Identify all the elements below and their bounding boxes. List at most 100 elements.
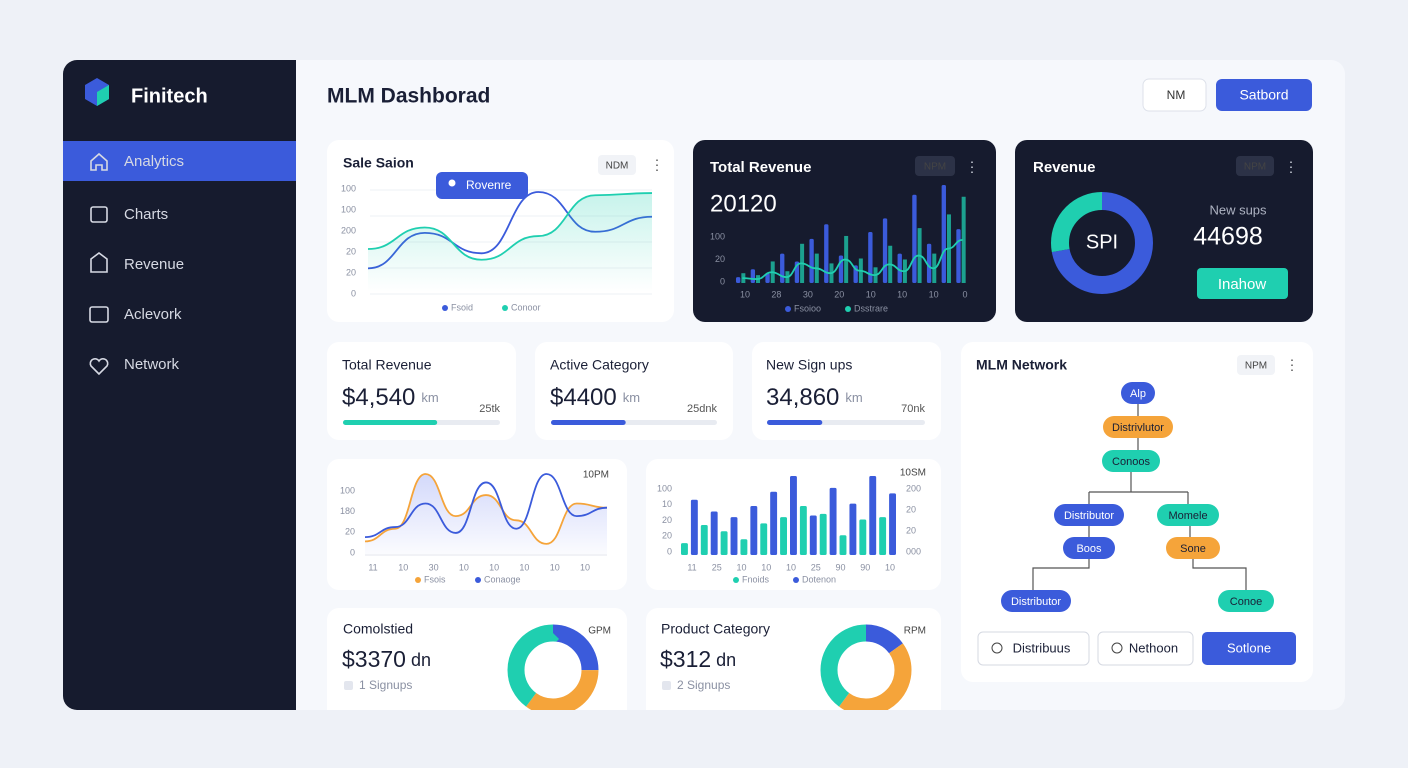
line bbox=[367, 192, 653, 261]
bar bbox=[819, 513, 827, 555]
tick-label: 20 bbox=[662, 515, 672, 525]
nav-item[interactable]: Network bbox=[124, 356, 180, 373]
donut-segment bbox=[820, 624, 912, 710]
progress-fill bbox=[343, 420, 438, 425]
tick-label: 10 bbox=[398, 562, 408, 572]
legend-dot bbox=[442, 305, 448, 311]
button-label[interactable]: Inahow bbox=[1218, 276, 1267, 293]
tick-label: 90 bbox=[835, 562, 845, 572]
tick-label: 0 bbox=[720, 276, 725, 286]
button[interactable] bbox=[977, 631, 1090, 666]
button-icon[interactable] bbox=[991, 642, 1003, 654]
nav-item[interactable]: Revenue bbox=[124, 256, 184, 273]
card-title: Sale Saion bbox=[343, 155, 414, 171]
button-label[interactable]: NM bbox=[1167, 88, 1186, 102]
tick-label: 25 bbox=[811, 562, 821, 572]
nav-item[interactable]: Charts bbox=[124, 206, 168, 223]
tick-label: 10 bbox=[761, 562, 771, 572]
menu[interactable]: ⋮ bbox=[650, 157, 664, 173]
badge-label: NPM bbox=[1245, 361, 1267, 372]
bar bbox=[770, 491, 778, 555]
node bbox=[1166, 537, 1220, 559]
tick-label: 0 bbox=[351, 288, 356, 298]
menu[interactable]: ⋮ bbox=[965, 159, 979, 175]
menu[interactable]: ⋮ bbox=[1284, 159, 1298, 175]
value-number: $312 bbox=[660, 646, 711, 672]
logo bbox=[85, 78, 109, 106]
badge-label: RPM bbox=[904, 626, 926, 637]
tick-label: 30 bbox=[429, 562, 439, 572]
tick-label: 20 bbox=[906, 504, 916, 514]
badge bbox=[1237, 355, 1275, 375]
tick-label: 100 bbox=[710, 231, 725, 241]
legend-label: Fsois bbox=[424, 574, 446, 584]
line bbox=[742, 238, 963, 280]
tick-label: 200 bbox=[906, 483, 921, 493]
card-title: MLM Network bbox=[976, 357, 1067, 373]
bar bbox=[690, 499, 698, 555]
nav-item[interactable]: Aclevork bbox=[124, 306, 182, 323]
node-label: Sone bbox=[1180, 543, 1206, 555]
tooltip bbox=[436, 172, 528, 199]
stat-unit: km bbox=[845, 390, 862, 405]
note: 1 Signups bbox=[359, 678, 412, 692]
tick-label: 10 bbox=[459, 562, 469, 572]
value-unit: dn bbox=[716, 650, 736, 670]
donut-segment bbox=[820, 624, 912, 710]
tooltip-icon bbox=[448, 179, 456, 187]
bar bbox=[912, 194, 917, 283]
bar bbox=[897, 253, 902, 283]
stat-unit: km bbox=[421, 390, 438, 405]
legend-label: Fsoioo bbox=[794, 303, 821, 313]
legend-label: Conoor bbox=[511, 302, 541, 312]
stat-title: Total Revenue bbox=[342, 357, 432, 373]
button[interactable] bbox=[1097, 631, 1194, 666]
tick-label: 100 bbox=[340, 485, 355, 495]
area bbox=[368, 193, 652, 292]
badge-label: 10PM bbox=[583, 470, 609, 481]
card-value: $312 dn bbox=[660, 646, 736, 672]
badge-label: NPM bbox=[1244, 162, 1266, 173]
node-label: Alp bbox=[1130, 388, 1146, 400]
value-number: $3370 bbox=[342, 646, 406, 672]
bar bbox=[750, 506, 758, 555]
line bbox=[364, 473, 608, 539]
button-label[interactable]: Distribuus bbox=[1013, 640, 1071, 655]
stat-value: 34,860 km bbox=[766, 384, 863, 411]
nav-item[interactable]: Analytics bbox=[124, 153, 184, 170]
bar bbox=[809, 238, 814, 283]
button-label[interactable]: Sotlone bbox=[1227, 640, 1271, 655]
legend-dot bbox=[793, 577, 799, 583]
button[interactable] bbox=[1142, 78, 1207, 112]
badge bbox=[1236, 156, 1274, 176]
card-value: $3370 dn bbox=[342, 646, 431, 672]
tick-label: 180 bbox=[340, 506, 355, 516]
button[interactable] bbox=[1197, 268, 1288, 299]
button-label[interactable]: Nethoon bbox=[1129, 640, 1178, 655]
stat-value: $4400 km bbox=[550, 384, 640, 411]
node-label: Conoe bbox=[1230, 596, 1262, 608]
legend-label: Fsoid bbox=[451, 302, 473, 312]
tick-label: 10 bbox=[897, 289, 907, 299]
menu[interactable]: ⋮ bbox=[1285, 357, 1299, 373]
button[interactable] bbox=[1216, 79, 1312, 111]
node bbox=[1063, 537, 1115, 559]
page-title: MLM Dashborad bbox=[327, 85, 490, 108]
tick-label: 20 bbox=[346, 246, 356, 256]
button-label[interactable]: Satbord bbox=[1239, 87, 1288, 103]
button-icon[interactable] bbox=[1111, 642, 1123, 654]
bar bbox=[941, 185, 946, 283]
button[interactable] bbox=[1202, 632, 1296, 665]
node bbox=[1121, 382, 1155, 404]
tick-label: 20 bbox=[345, 527, 355, 537]
badge bbox=[598, 155, 636, 175]
node bbox=[1102, 450, 1160, 472]
stat-unit: km bbox=[623, 390, 640, 405]
node bbox=[1218, 590, 1274, 612]
node-label: Conoos bbox=[1112, 456, 1150, 468]
legend-dot bbox=[415, 577, 421, 583]
bar bbox=[829, 487, 837, 555]
bar bbox=[750, 269, 756, 283]
badge-label: 10SM bbox=[900, 468, 926, 479]
